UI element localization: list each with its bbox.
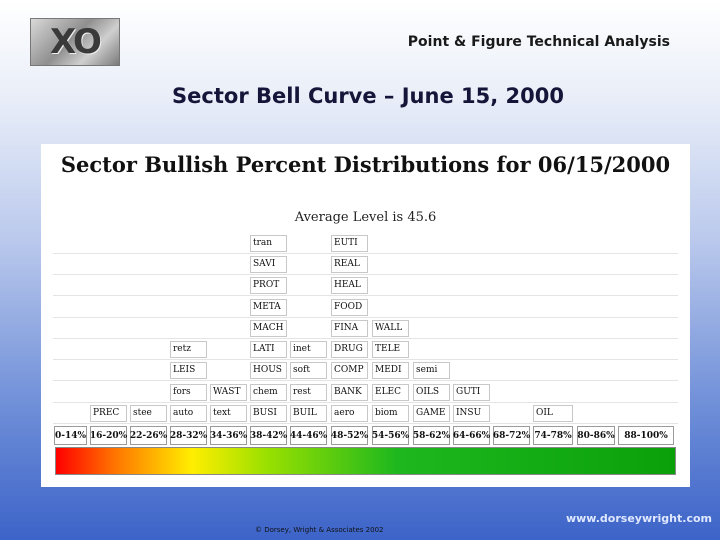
range-label: 44-46% bbox=[290, 426, 327, 445]
sector-cell: chem bbox=[250, 383, 287, 401]
sector-cell: DRUG bbox=[331, 341, 368, 359]
range-label: 64-66% bbox=[453, 426, 490, 445]
sector-cell: EUTI bbox=[331, 234, 368, 252]
sector-cell: auto bbox=[170, 405, 207, 422]
range-label: 0-14% bbox=[54, 426, 87, 445]
range-label: 48-52% bbox=[331, 426, 368, 445]
sector-cell: PROT bbox=[250, 277, 287, 295]
sector-cell: HOUS bbox=[250, 362, 287, 380]
grid-line bbox=[53, 380, 678, 382]
sector-cell: FINA bbox=[331, 319, 368, 337]
sector-cell: BANK bbox=[331, 383, 368, 401]
range-label: 80-86% bbox=[577, 426, 615, 445]
grid-line bbox=[53, 423, 678, 424]
copyright-text: © Dorsey, Wright & Associates 2002 bbox=[255, 526, 384, 534]
grid-line bbox=[53, 252, 678, 254]
sector-cell: MEDI bbox=[372, 362, 409, 380]
range-label: 88-100% bbox=[618, 426, 674, 445]
sector-cell: BUIL bbox=[290, 405, 327, 422]
sector-cell: GAME bbox=[413, 405, 450, 422]
sector-cell: biom bbox=[372, 405, 409, 422]
sector-cell: LATI bbox=[250, 341, 287, 359]
grid-line bbox=[53, 316, 678, 318]
sector-cell: FOOD bbox=[331, 298, 368, 316]
sector-cell: BUSI bbox=[250, 405, 287, 422]
range-label: 58-62% bbox=[413, 426, 450, 445]
grid-line bbox=[53, 359, 678, 361]
chart-title: Sector Bullish Percent Distributions for… bbox=[60, 152, 671, 177]
sector-cell: REAL bbox=[331, 255, 368, 273]
sector-cell: SAVI bbox=[250, 255, 287, 273]
sector-cell: inet bbox=[290, 341, 327, 359]
range-label: 16-20% bbox=[90, 426, 127, 445]
sector-cell: WALL bbox=[372, 319, 409, 337]
range-label: 28-32% bbox=[170, 426, 207, 445]
xo-logo: XO bbox=[30, 18, 120, 66]
average-level: Average Level is 45.6 bbox=[294, 210, 437, 225]
grid-line bbox=[53, 295, 678, 297]
sector-cell: MACH bbox=[250, 319, 287, 337]
sector-cell: rest bbox=[290, 383, 327, 401]
website-link[interactable]: www.dorseywright.com bbox=[565, 512, 712, 525]
sector-cell: text bbox=[210, 405, 247, 422]
slide-title: Sector Bell Curve – June 15, 2000 bbox=[172, 84, 564, 108]
chart-panel: Sector Bullish Percent Distributions for… bbox=[41, 144, 690, 487]
sector-cell: GUTI bbox=[453, 383, 490, 401]
grid-line bbox=[53, 401, 678, 403]
range-label: 54-56% bbox=[372, 426, 409, 445]
sector-cell: HEAL bbox=[331, 277, 368, 295]
sector-cell: OILS bbox=[413, 383, 450, 401]
sector-cell: LEIS bbox=[170, 362, 207, 380]
sector-cell: COMP bbox=[331, 362, 368, 380]
sector-cell: INSU bbox=[453, 405, 490, 422]
sector-cell: aero bbox=[331, 405, 368, 422]
sector-cell: soft bbox=[290, 362, 327, 380]
sector-cell: stee bbox=[130, 405, 167, 422]
range-label: 38-42% bbox=[250, 426, 287, 445]
sector-cell: semi bbox=[413, 362, 450, 380]
logo-text: XO bbox=[50, 22, 102, 62]
bullish-color-gradient-bar bbox=[55, 447, 676, 475]
range-label: 68-72% bbox=[493, 426, 530, 445]
range-label: 74-78% bbox=[533, 426, 573, 445]
sector-cell: WAST bbox=[210, 383, 247, 401]
sector-cell: tran bbox=[250, 234, 287, 252]
sector-cell: TELE bbox=[372, 341, 409, 359]
range-label: 22-26% bbox=[130, 426, 167, 445]
grid-line bbox=[53, 337, 678, 339]
sector-cell: fors bbox=[170, 383, 207, 401]
sector-cell: OIL bbox=[533, 405, 573, 422]
sector-cell: ELEC bbox=[372, 383, 409, 401]
grid-line bbox=[53, 273, 678, 275]
range-label: 34-36% bbox=[210, 426, 247, 445]
sector-cell: META bbox=[250, 298, 287, 316]
sector-cell: retz bbox=[170, 341, 207, 359]
sector-cell: PREC bbox=[90, 405, 127, 422]
header-title: Point & Figure Technical Analysis bbox=[407, 34, 670, 50]
